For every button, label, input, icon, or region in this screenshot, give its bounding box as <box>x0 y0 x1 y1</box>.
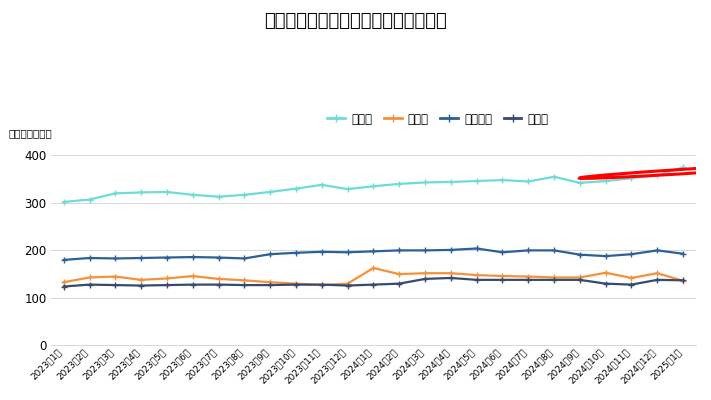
Text: 首都圏中古マンション成約坪単価推移: 首都圏中古マンション成約坪単価推移 <box>264 12 447 30</box>
Text: ［単位：万円］: ［単位：万円］ <box>9 128 53 138</box>
Legend: 東京都, 埼玉県, 神奈川県, 千葉県: 東京都, 埼玉県, 神奈川県, 千葉県 <box>323 108 553 130</box>
